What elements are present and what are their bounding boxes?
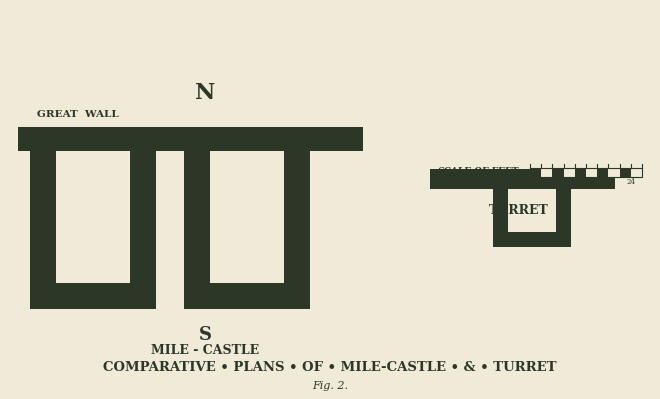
Bar — [552, 168, 564, 177]
Bar — [130, 151, 156, 309]
Bar — [18, 127, 363, 151]
Bar — [30, 283, 156, 309]
Bar — [620, 168, 631, 177]
Bar — [597, 168, 609, 177]
Text: 12: 12 — [570, 178, 579, 186]
Text: 6: 6 — [550, 178, 554, 186]
Text: GREAT  WALL: GREAT WALL — [37, 110, 119, 119]
Bar — [430, 169, 615, 189]
Text: Fig. 2.: Fig. 2. — [312, 381, 348, 391]
Text: MILE - CASTLE: MILE - CASTLE — [151, 344, 259, 357]
Bar — [184, 283, 310, 309]
Text: N: N — [195, 82, 215, 104]
Text: 0: 0 — [528, 178, 532, 186]
Text: S: S — [199, 326, 211, 344]
Bar — [575, 168, 586, 177]
Text: TURRET: TURRET — [489, 204, 549, 217]
Bar — [556, 189, 571, 247]
Bar — [530, 168, 642, 177]
Text: COMPARATIVE • PLANS • OF • MILE-CASTLE • & • TURRET: COMPARATIVE • PLANS • OF • MILE-CASTLE •… — [103, 361, 557, 374]
Text: 24: 24 — [626, 178, 636, 186]
Bar — [184, 151, 210, 309]
Bar — [493, 189, 508, 247]
Bar — [530, 168, 541, 177]
Text: SCALE·OF·FEET: SCALE·OF·FEET — [438, 166, 519, 176]
Bar — [493, 232, 571, 247]
Bar — [30, 151, 56, 309]
Text: 9: 9 — [562, 178, 566, 186]
Bar — [284, 151, 310, 309]
Bar — [530, 168, 642, 177]
Text: 3: 3 — [539, 178, 543, 186]
